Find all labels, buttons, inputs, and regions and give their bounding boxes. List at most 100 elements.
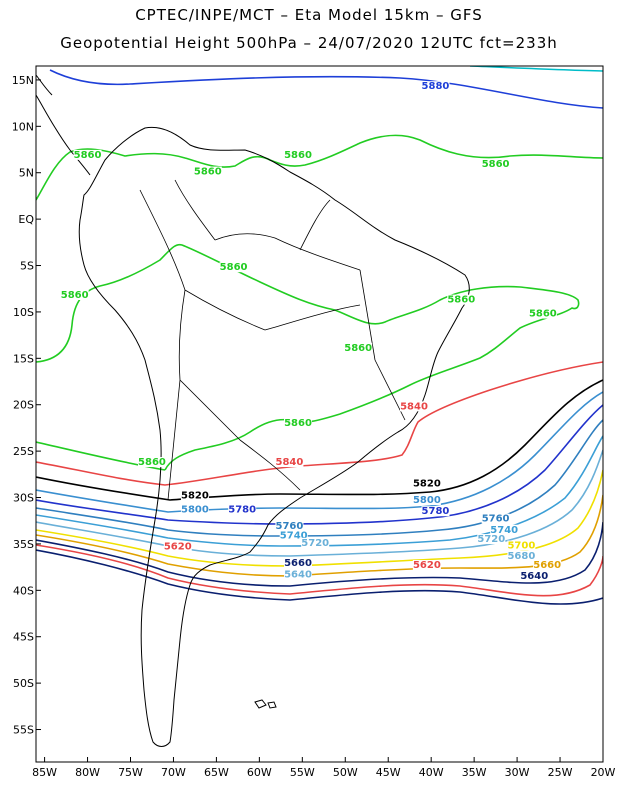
south-america-coast: [78, 126, 470, 747]
central-america-coast: [36, 94, 91, 176]
contour-label-bg: [400, 401, 428, 412]
contour-label: 5620: [413, 560, 441, 571]
contour-label: 5660: [284, 558, 312, 569]
contour-label: 5860: [61, 290, 89, 301]
lat-tick-label: 55S: [13, 724, 34, 737]
contour-label: 5820: [413, 478, 441, 489]
lon-tick-label: 25W: [548, 766, 573, 779]
contour-label-bg: [481, 159, 510, 170]
lat-tick-label: 5N: [19, 167, 34, 180]
lon-tick-group: 85W 80W 75W 70W 65W 60W 55W 50W 45W 40W 35W 30W 25W 2…: [32, 757, 616, 779]
contour-label-bg: [279, 530, 308, 541]
contour-label-bg: [412, 478, 441, 489]
lat-tick-label: 30S: [13, 492, 34, 505]
map-content: [36, 66, 603, 747]
lon-tick-label: 35W: [462, 766, 487, 779]
contour-label-bg: [284, 418, 313, 429]
lon-tick-label: 70W: [161, 766, 186, 779]
contour-label: 5740: [280, 530, 308, 541]
lon-tick-label: 30W: [505, 766, 530, 779]
lat-tick-label: 40S: [13, 584, 34, 597]
contour-label-bg: [180, 504, 209, 515]
contour-label: 5820: [181, 490, 209, 501]
contour-5760: [36, 419, 603, 537]
contour-label-bg: [477, 534, 506, 545]
contour-label: 5860: [138, 457, 166, 468]
contour-lines: [36, 66, 603, 605]
lon-tick-label: 45W: [376, 766, 401, 779]
contour-label-bg: [73, 149, 102, 160]
contour-5880: [49, 69, 603, 109]
contour-label: 5760: [482, 514, 510, 525]
contour-label: 5740: [490, 525, 518, 536]
lon-tick-label: 50W: [333, 766, 358, 779]
contour-label: 5620: [164, 541, 192, 552]
contour-5700: [36, 469, 603, 567]
contour-label: 5780: [422, 506, 450, 517]
contour-label-bg: [301, 537, 330, 548]
lat-tick-label: 5S: [20, 260, 34, 273]
contour-label-bg: [219, 262, 248, 273]
contour-label-bg: [284, 558, 313, 569]
contour-label-bg: [412, 560, 441, 571]
contour-label-bg: [193, 166, 222, 177]
lat-tick-label: 35S: [13, 538, 34, 551]
lat-tick-label: 25S: [13, 445, 34, 458]
contour-label-bg: [228, 504, 257, 515]
contour-label: 5660: [533, 560, 561, 571]
contour-label-bg: [275, 457, 304, 468]
contour-label: 5800: [181, 504, 209, 515]
contour-label: 5840: [276, 457, 304, 468]
contour-label: 5680: [507, 551, 535, 562]
contour-label: 5880: [422, 81, 450, 92]
contour-label: 5860: [220, 262, 248, 273]
lat-tick-label: 20S: [13, 399, 34, 412]
contour-label-bg: [344, 342, 373, 353]
lon-tick-label: 20W: [591, 766, 616, 779]
caribbean-coast: [36, 74, 53, 96]
contour-label: 5700: [507, 541, 535, 552]
contour-5780: [36, 404, 603, 525]
lat-tick-label: 15S: [13, 352, 34, 365]
contour-label: 5840: [400, 401, 428, 412]
contour-label-bg: [421, 506, 450, 517]
falklands: [254, 699, 277, 709]
lon-tick-label: 55W: [290, 766, 315, 779]
contour-label-bg: [507, 550, 536, 561]
contour-5800: [36, 391, 603, 513]
lon-tick-label: 80W: [75, 766, 100, 779]
contour-label-bg: [490, 524, 519, 535]
contour-label: 5860: [194, 167, 222, 178]
contour-label: 5800: [413, 495, 441, 506]
contour-label: 5860: [284, 418, 312, 429]
contour-label-bg: [520, 571, 549, 582]
contour-label-bg: [533, 560, 562, 571]
lon-tick-label: 40W: [419, 766, 444, 779]
contour-5820: [36, 379, 603, 501]
contour-label: 5720: [301, 538, 329, 549]
contour-label: 5720: [477, 534, 505, 545]
lat-tick-label: EQ: [18, 213, 34, 226]
contour-label-bg: [137, 457, 166, 468]
contour-label-bg: [481, 513, 510, 524]
contour-label-bg: [507, 540, 536, 551]
lat-tick-label: 10S: [13, 306, 34, 319]
contour-label: 5640: [284, 569, 312, 580]
contour-5740: [36, 435, 603, 547]
contour-label-bg: [421, 81, 450, 92]
contour-label-bg: [284, 569, 313, 580]
map-frame: [35, 65, 604, 763]
coastlines: [36, 74, 470, 747]
contour-label-bg: [447, 294, 476, 305]
contour-label-bg: [163, 541, 192, 552]
contour-5620: [36, 549, 603, 605]
contour-label: 5760: [276, 521, 304, 532]
lon-tick-label: 60W: [247, 766, 272, 779]
contour-label: 5860: [482, 159, 510, 170]
lon-tick-label: 65W: [204, 766, 229, 779]
lon-tick-label: 75W: [118, 766, 143, 779]
country-borders: [139, 179, 406, 501]
contour-5860-sw: [36, 441, 166, 471]
contour-label: 5860: [447, 295, 475, 306]
lon-tick-label: 85W: [32, 766, 57, 779]
